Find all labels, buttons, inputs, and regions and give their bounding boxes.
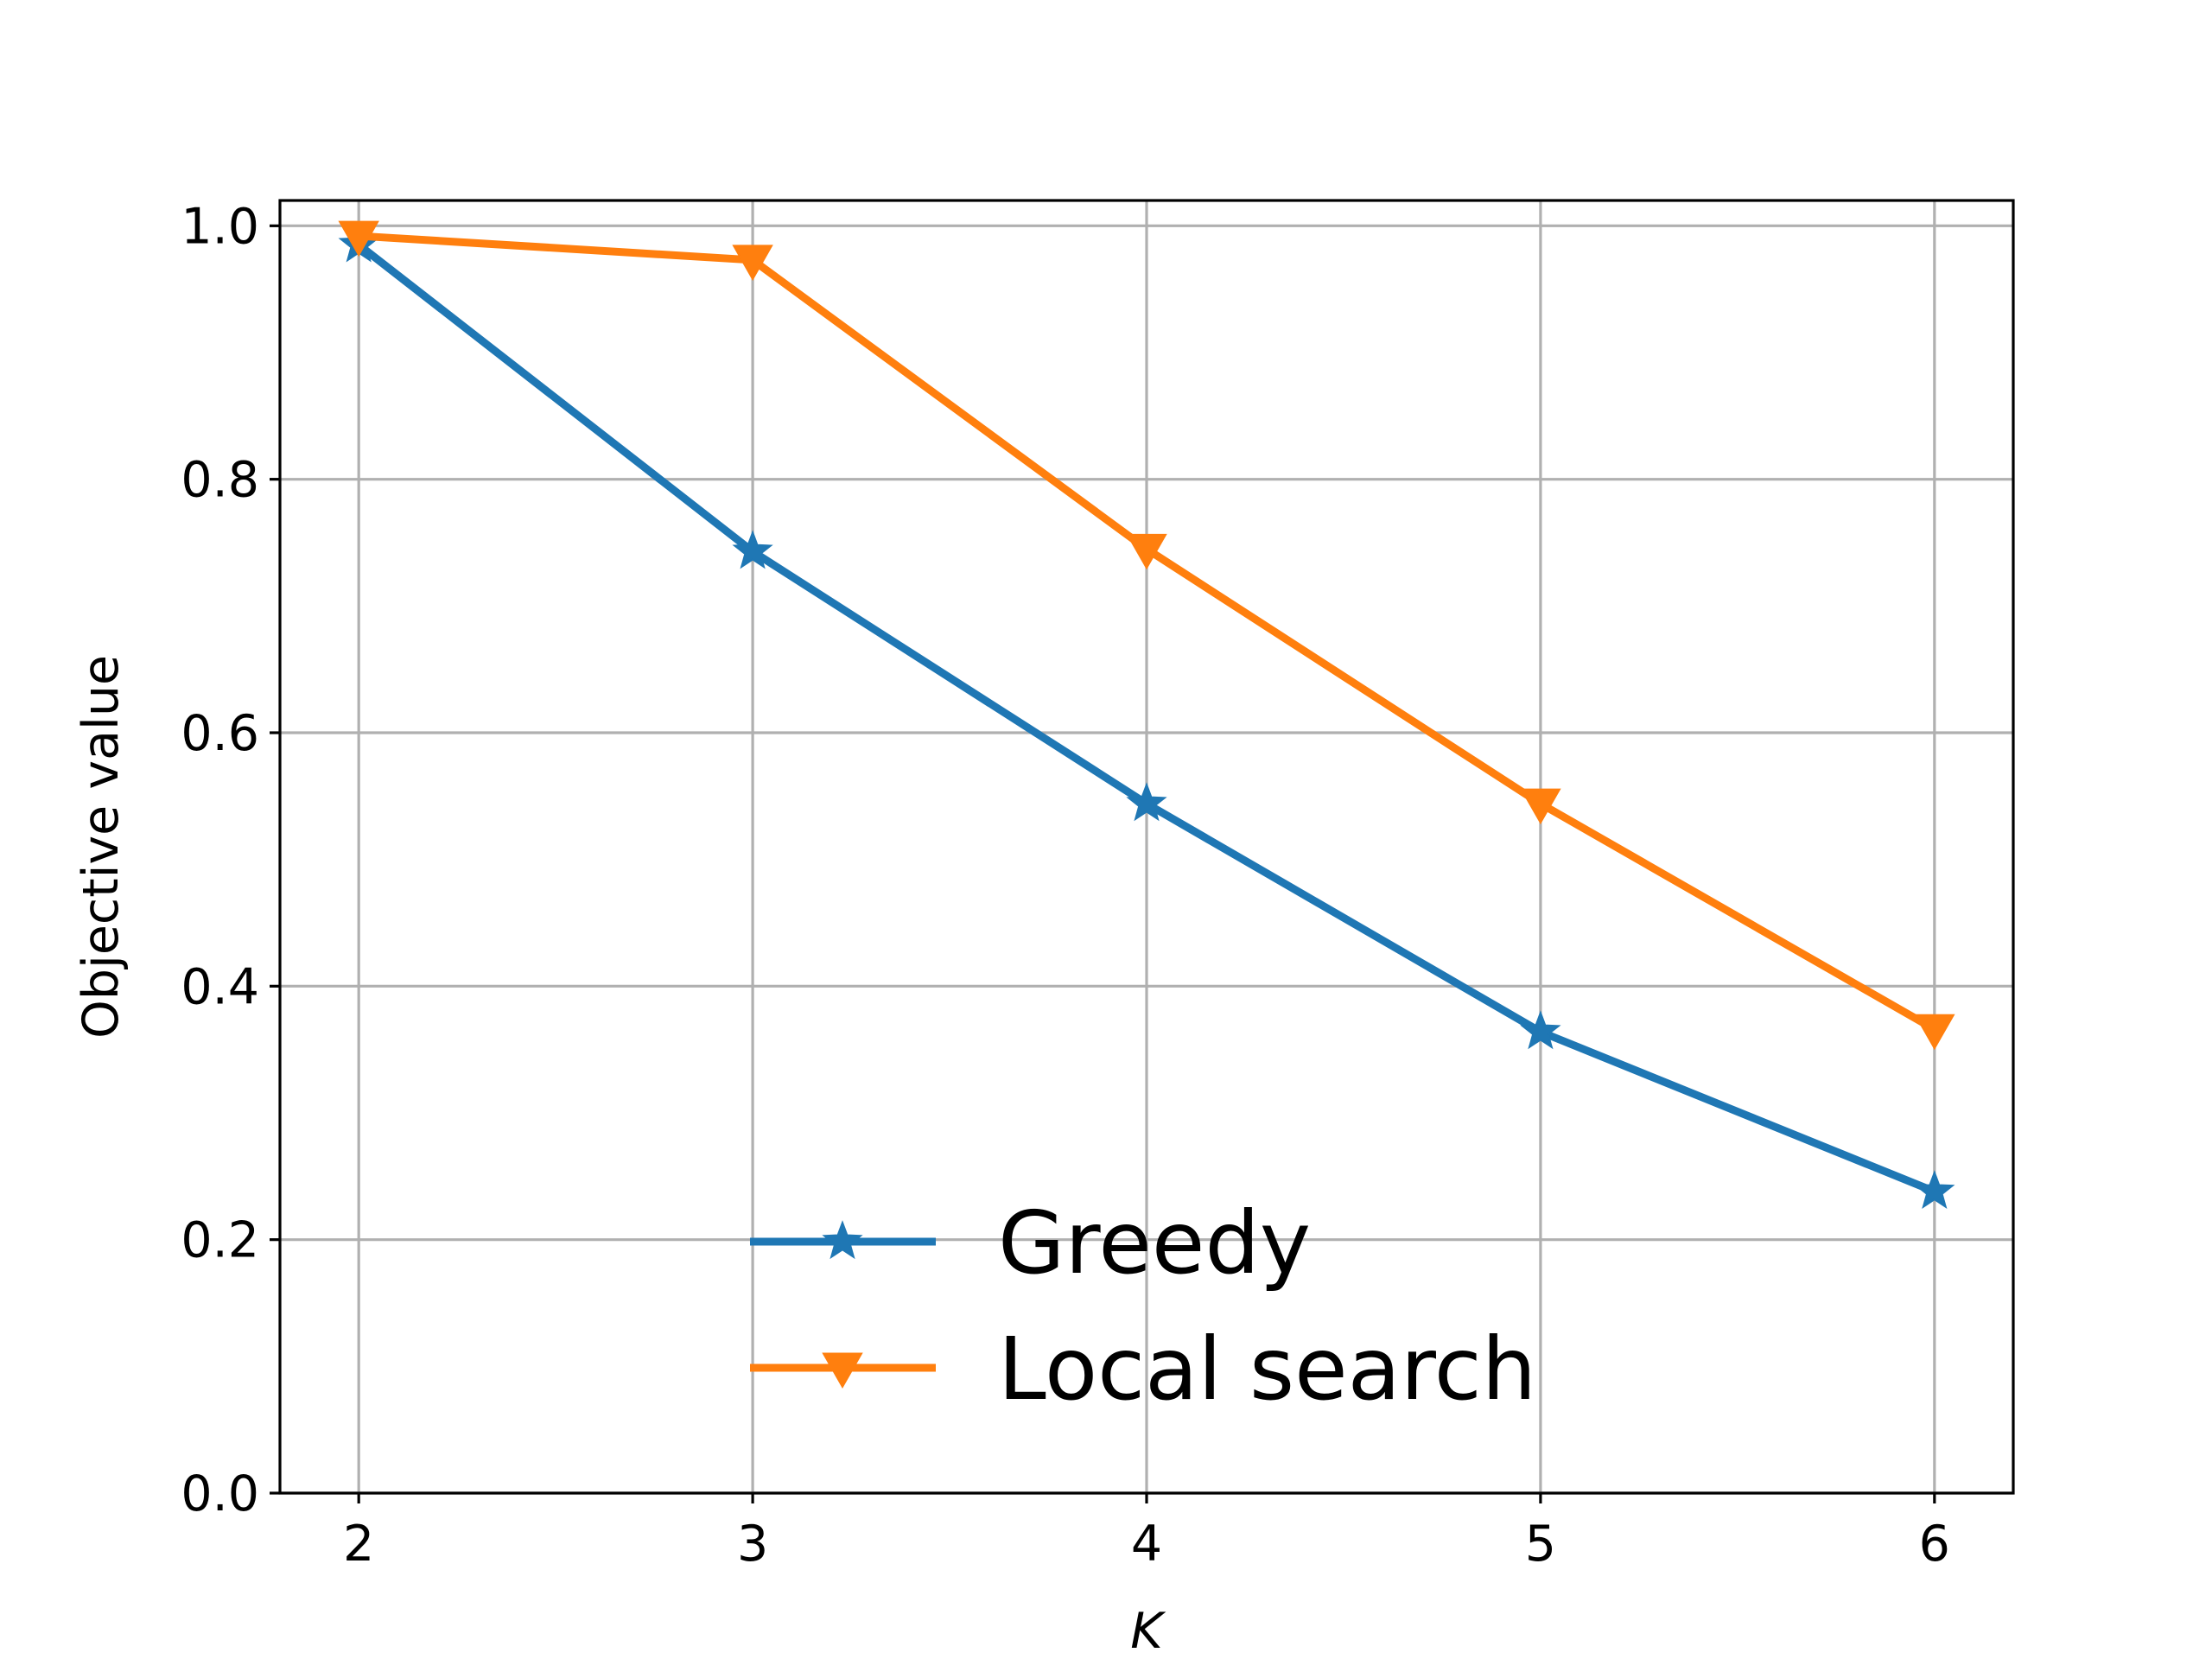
legend: Greedy Local search xyxy=(750,1192,1536,1420)
legend-marker xyxy=(822,1220,863,1260)
y-tick-label: 0.8 xyxy=(181,452,259,509)
data-point xyxy=(732,530,773,569)
data-point xyxy=(1520,788,1561,825)
series-layer xyxy=(338,220,1955,1210)
y-tick-label: 1.0 xyxy=(181,198,259,255)
series-greedy xyxy=(338,223,1955,1210)
x-tick-label: 3 xyxy=(737,1516,768,1573)
data-point xyxy=(1126,782,1167,822)
data-point xyxy=(1914,1014,1955,1051)
data-point xyxy=(338,220,379,257)
series-local-search xyxy=(338,220,1955,1051)
data-point xyxy=(1914,1170,1955,1210)
x-tick-label: 2 xyxy=(343,1516,374,1573)
legend-entry: Local search xyxy=(750,1319,1536,1420)
data-point xyxy=(1520,1010,1561,1050)
x-axis: 2 3 4 5 6 xyxy=(343,1493,1950,1573)
y-tick-label: 0.2 xyxy=(181,1212,259,1269)
data-point xyxy=(732,245,773,281)
legend-label: Local search xyxy=(998,1319,1536,1420)
y-tick-label: 0.6 xyxy=(181,705,259,762)
data-point xyxy=(1126,533,1167,570)
x-axis-label: K xyxy=(1130,1603,1166,1659)
y-axis: 0.0 0.2 0.4 0.6 0.8 1.0 xyxy=(181,198,280,1522)
x-tick-label: 6 xyxy=(1919,1516,1950,1573)
y-tick-label: 0.0 xyxy=(181,1465,259,1522)
legend-entry: Greedy xyxy=(750,1192,1311,1294)
y-axis-label: Objective value xyxy=(73,655,130,1039)
x-tick-label: 5 xyxy=(1525,1516,1556,1573)
grid xyxy=(280,200,2013,1495)
y-tick-label: 0.4 xyxy=(181,958,259,1015)
legend-marker xyxy=(822,1352,863,1389)
legend-label: Greedy xyxy=(998,1192,1311,1294)
x-tick-label: 4 xyxy=(1131,1516,1162,1573)
